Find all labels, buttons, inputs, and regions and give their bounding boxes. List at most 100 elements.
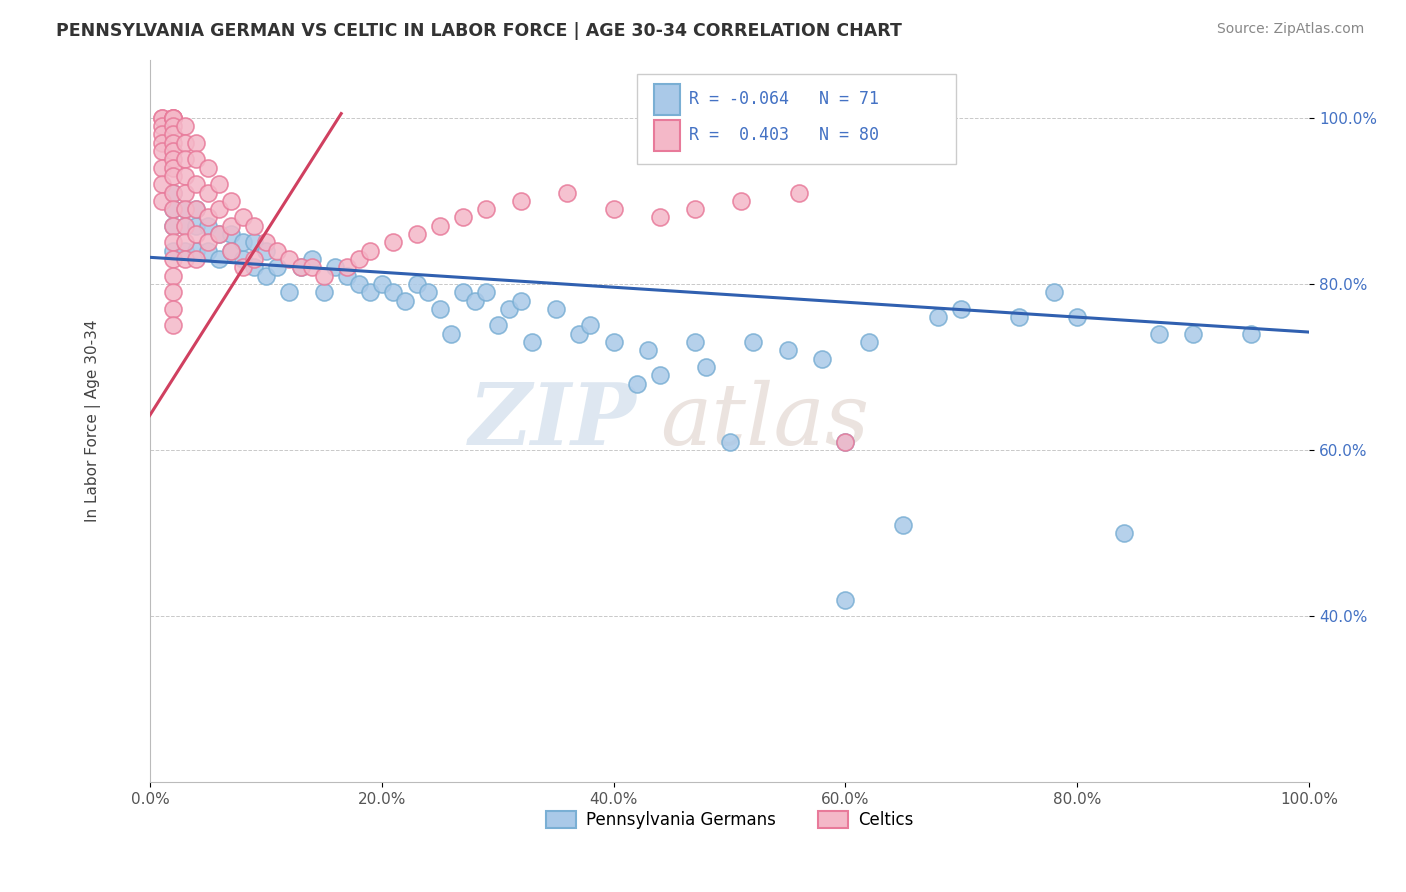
Point [1240, 326, 1263, 341]
Point [162, 235, 184, 250]
Point [186, 202, 208, 216]
Point [162, 219, 184, 233]
Point [950, 301, 973, 316]
Point [219, 244, 242, 258]
Point [451, 211, 474, 225]
Point [266, 244, 288, 258]
Point [1147, 326, 1170, 341]
Point [336, 260, 359, 275]
Point [162, 111, 184, 125]
Point [232, 235, 254, 250]
Point [186, 252, 208, 266]
Point [186, 202, 208, 216]
Point [173, 235, 195, 250]
Point [254, 268, 277, 283]
Point [162, 318, 184, 333]
Point [371, 277, 394, 291]
Point [555, 186, 578, 200]
Point [730, 194, 752, 208]
Point [359, 244, 381, 258]
Point [208, 227, 231, 241]
Point [162, 128, 184, 142]
Text: R =  0.403   N = 80: R = 0.403 N = 80 [689, 127, 879, 145]
Point [186, 219, 208, 233]
Point [834, 434, 856, 449]
Point [232, 211, 254, 225]
Point [301, 252, 323, 266]
Point [162, 219, 184, 233]
Point [162, 268, 184, 283]
Point [162, 153, 184, 167]
Point [498, 301, 520, 316]
Point [208, 252, 231, 266]
Point [162, 111, 184, 125]
Legend: Pennsylvania Germans, Celtics: Pennsylvania Germans, Celtics [540, 804, 920, 836]
Point [602, 334, 624, 349]
Text: PENNSYLVANIA GERMAN VS CELTIC IN LABOR FORCE | AGE 30-34 CORRELATION CHART: PENNSYLVANIA GERMAN VS CELTIC IN LABOR F… [56, 22, 903, 40]
Point [173, 252, 195, 266]
Point [150, 111, 173, 125]
Point [173, 136, 195, 150]
Point [197, 186, 219, 200]
Point [186, 178, 208, 192]
Point [162, 119, 184, 133]
Point [150, 119, 173, 133]
Point [893, 517, 915, 532]
Point [173, 202, 195, 216]
Point [347, 252, 370, 266]
Point [626, 376, 648, 391]
Point [162, 244, 184, 258]
Point [162, 202, 184, 216]
Point [1008, 310, 1031, 325]
Point [1182, 326, 1205, 341]
Point [834, 592, 856, 607]
Point [162, 144, 184, 158]
Point [150, 144, 173, 158]
Point [162, 161, 184, 175]
Point [197, 244, 219, 258]
Point [219, 227, 242, 241]
Point [219, 219, 242, 233]
Point [173, 119, 195, 133]
Point [858, 334, 880, 349]
Point [173, 169, 195, 183]
Point [254, 235, 277, 250]
Point [429, 301, 451, 316]
Point [150, 111, 173, 125]
Point [219, 194, 242, 208]
Text: Source: ZipAtlas.com: Source: ZipAtlas.com [1216, 22, 1364, 37]
Point [683, 202, 706, 216]
FancyBboxPatch shape [654, 120, 679, 151]
Point [509, 194, 531, 208]
Point [173, 153, 195, 167]
Point [695, 359, 717, 374]
Point [1112, 526, 1135, 541]
Point [150, 136, 173, 150]
Point [208, 227, 231, 241]
Point [637, 343, 659, 358]
Point [162, 285, 184, 300]
Point [162, 301, 184, 316]
Point [243, 235, 266, 250]
Point [243, 260, 266, 275]
Point [648, 368, 671, 383]
Point [208, 178, 231, 192]
Point [173, 244, 195, 258]
Point [522, 334, 544, 349]
Point [579, 318, 602, 333]
Point [463, 293, 485, 308]
Point [173, 202, 195, 216]
Point [382, 235, 405, 250]
Point [301, 260, 323, 275]
Point [312, 285, 335, 300]
Point [266, 260, 288, 275]
Point [440, 326, 463, 341]
Point [278, 252, 301, 266]
Point [325, 260, 347, 275]
Point [162, 252, 184, 266]
Point [811, 351, 834, 366]
Point [150, 178, 173, 192]
Point [1043, 285, 1066, 300]
Point [197, 211, 219, 225]
Point [336, 268, 359, 283]
